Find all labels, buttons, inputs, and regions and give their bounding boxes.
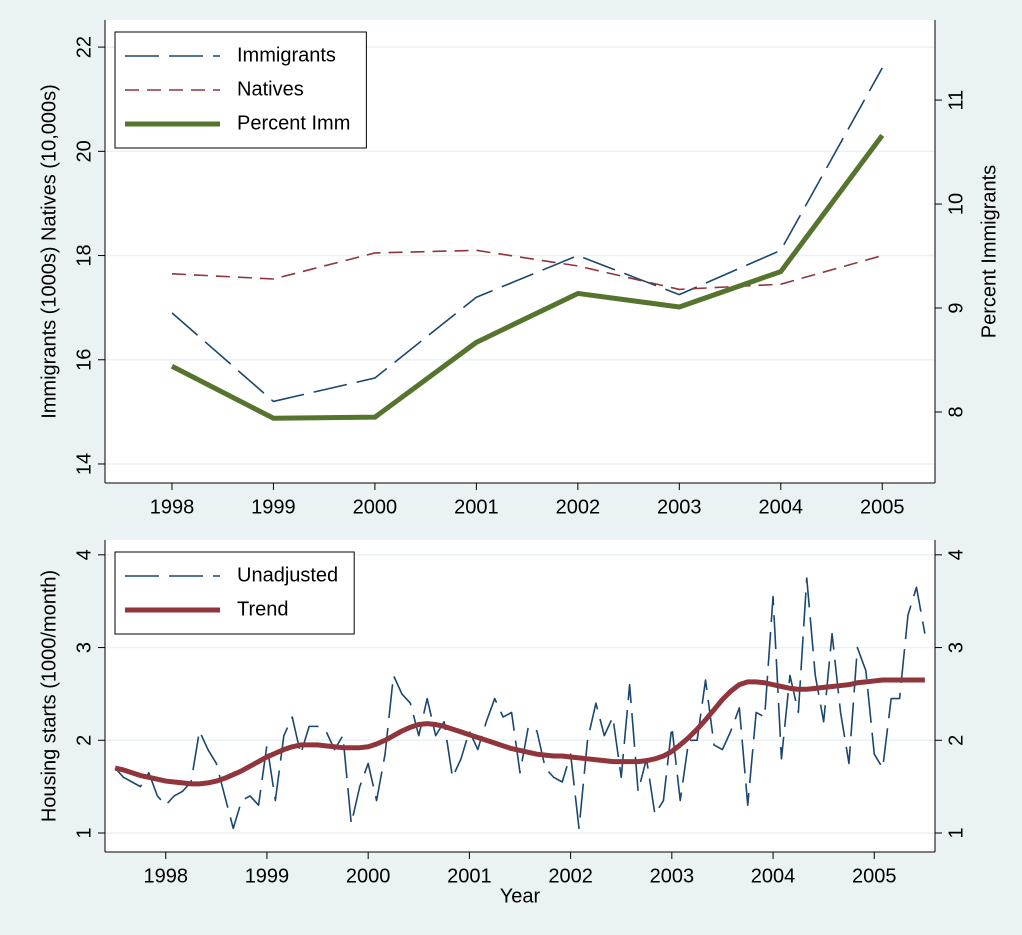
x-tick-label: 2003	[657, 496, 702, 518]
y2-tick-label: 1	[945, 827, 967, 838]
y2-tick-label: 9	[945, 302, 967, 313]
series-line	[114, 577, 926, 830]
x-tick-label: 1998	[143, 865, 188, 887]
legend-label: Trend	[237, 598, 289, 620]
x-tick-label: 2001	[447, 865, 492, 887]
x-tick-label: 2001	[454, 496, 499, 518]
series-line	[171, 67, 883, 403]
x-tick-label: 1999	[251, 496, 296, 518]
x-tick-label: 2004	[751, 865, 796, 887]
y-tick-label: 14	[73, 453, 95, 475]
x-tick-label: 2003	[650, 865, 695, 887]
y2-tick-label: 11	[945, 90, 967, 111]
x-tick-label: 2000	[353, 496, 398, 518]
y2-axis-label: Percent Immigrants	[978, 165, 1000, 338]
series-line	[171, 249, 883, 291]
legend-label: Natives	[237, 78, 304, 100]
y-tick-label: 1	[73, 827, 95, 838]
x-tick-label: 1998	[150, 496, 195, 518]
x-tick-label: 2005	[852, 865, 897, 887]
x-tick-label: 2005	[860, 496, 905, 518]
series-line	[114, 677, 925, 787]
y-tick-label: 22	[73, 36, 95, 58]
y-tick-label: 2	[73, 735, 95, 746]
y-tick-label: 20	[73, 140, 95, 162]
legend-box	[114, 551, 355, 635]
x-tick-label: 2002	[556, 496, 601, 518]
y2-tick-label: 4	[945, 549, 967, 560]
legend-label: Percent Imm	[237, 112, 350, 134]
legend: Unadjusted Trend	[114, 551, 355, 635]
series-line	[170, 133, 885, 421]
x-tick-label: 1999	[245, 865, 290, 887]
y-tick-label: 18	[73, 244, 95, 266]
y-axis-label: Housing starts (1000/month)	[38, 570, 60, 822]
y-tick-label: 16	[73, 349, 95, 371]
y2-tick-label: 10	[945, 193, 967, 215]
x-axis-label: Year	[500, 885, 541, 907]
x-tick-label: 2002	[548, 865, 593, 887]
legend: Immigrants Natives Percent Imm	[114, 31, 367, 149]
y-tick-label: 3	[73, 642, 95, 653]
legend-label: Unadjusted	[237, 564, 338, 586]
y2-tick-label: 8	[945, 406, 967, 417]
y-tick-label: 4	[73, 549, 95, 560]
legend-label: Immigrants	[237, 44, 336, 66]
x-tick-label: 2004	[759, 496, 804, 518]
x-tick-label: 2000	[346, 865, 391, 887]
y2-tick-label: 2	[945, 735, 967, 746]
y2-tick-label: 3	[945, 642, 967, 653]
y-axis-label: Immigrants (1000s) Natives (10,000s)	[38, 84, 60, 419]
